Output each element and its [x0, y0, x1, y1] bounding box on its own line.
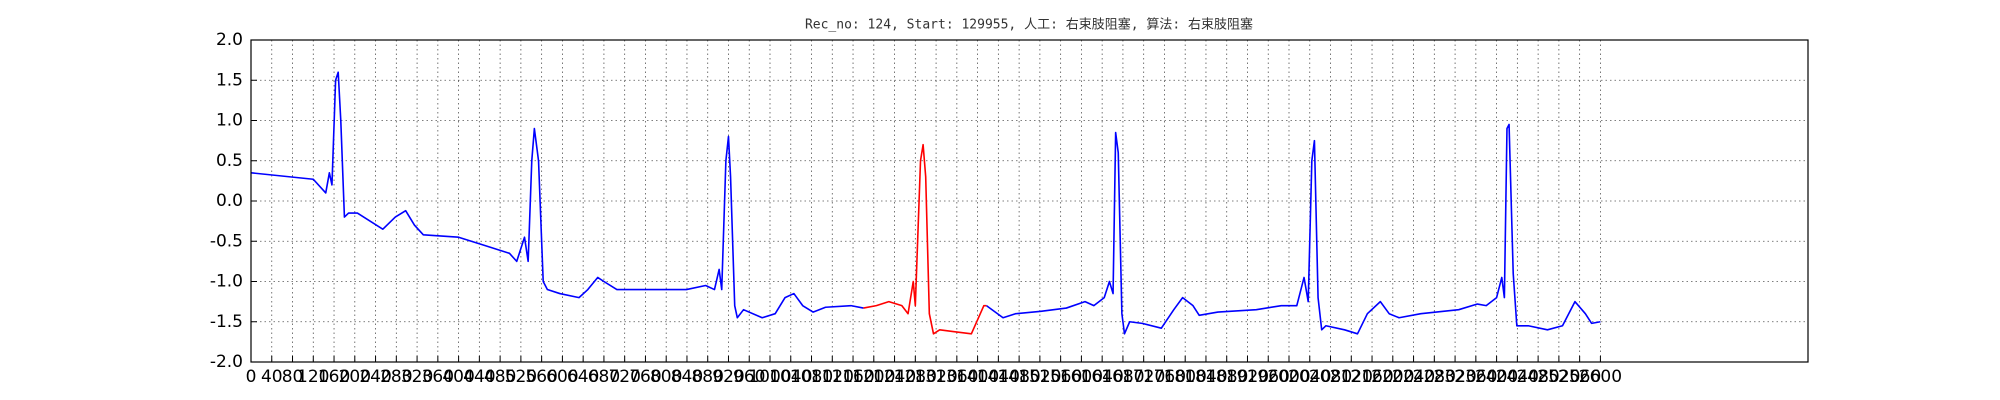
- y-tick-label: 0.5: [216, 151, 243, 171]
- x-tick-label: 2480: [1516, 367, 1559, 387]
- x-tick-label: 1200: [852, 367, 895, 387]
- x-tick-label: 1400: [956, 367, 999, 387]
- series-line: [250, 71, 864, 319]
- x-tick-label: 2400: [1475, 367, 1518, 387]
- x-tick-label: 1640: [1081, 367, 1124, 387]
- x-tick-label: 2520: [1537, 367, 1580, 387]
- x-tick-label: 120: [297, 367, 329, 387]
- y-tick-label: 1.0: [216, 111, 243, 131]
- x-tick-label: 440: [463, 367, 495, 387]
- x-tick-label: 2240: [1392, 367, 1435, 387]
- x-tick-label: 2320: [1433, 367, 1476, 387]
- x-tick-label: 2360: [1454, 367, 1497, 387]
- x-tick-label: 1960: [1247, 367, 1290, 387]
- x-tick-label: 2280: [1413, 367, 1456, 387]
- x-tick-label: 2600: [1579, 367, 1622, 387]
- x-tick-label: 1160: [831, 367, 874, 387]
- x-tick-label: 1280: [894, 367, 937, 387]
- x-tick-label: 2160: [1350, 367, 1393, 387]
- x-tick-label: 480: [484, 367, 516, 387]
- plot-frame: [250, 39, 1809, 363]
- x-tick-label: 1000: [748, 367, 791, 387]
- x-tick-label: 1560: [1039, 367, 1082, 387]
- x-tick-label: 880: [691, 367, 723, 387]
- y-tick-label: 0.0: [216, 191, 243, 211]
- x-tick-label: 600: [546, 367, 578, 387]
- x-tick-label: 760: [629, 367, 661, 387]
- y-tick-label: 2.0: [216, 30, 243, 50]
- x-tick-label: 2080: [1309, 367, 1352, 387]
- x-tick-label: 1040: [769, 367, 812, 387]
- x-tick-label: 1480: [997, 367, 1040, 387]
- y-tick-label: -2.0: [210, 352, 243, 372]
- x-tick-label: 1320: [914, 367, 957, 387]
- x-tick-label: 920: [712, 367, 744, 387]
- series-line: [863, 143, 987, 335]
- x-tick-label: 40: [261, 367, 283, 387]
- x-tick-label: 80: [282, 367, 304, 387]
- x-tick-label: 1080: [790, 367, 833, 387]
- x-tick-label: 1720: [1122, 367, 1165, 387]
- x-tick-label: 2440: [1496, 367, 1539, 387]
- x-tick-label: 2000: [1267, 367, 1310, 387]
- y-tick-label: -1.5: [210, 312, 243, 332]
- x-tick-label: 1920: [1226, 367, 1269, 387]
- x-tick-label: 1800: [1164, 367, 1207, 387]
- x-tick-label: 800: [650, 367, 682, 387]
- x-tick-label: 1840: [1184, 367, 1227, 387]
- chart-title: Rec_no: 124, Start: 129955, 人工: 右束肢阻塞, 算…: [805, 17, 1253, 33]
- x-tick-label: 680: [588, 367, 620, 387]
- y-tick-label: -0.5: [210, 231, 243, 251]
- x-tick-label: 840: [671, 367, 703, 387]
- y-tick-label: 1.5: [216, 70, 243, 90]
- plot-area: -2.0-1.5-1.0-0.50.00.51.01.52.00 40 801201…: [210, 30, 1808, 387]
- x-tick-label: 1240: [873, 367, 916, 387]
- series-line: [985, 123, 1601, 335]
- x-tick-label: 160: [318, 367, 350, 387]
- x-tick-label: 0: [246, 367, 257, 387]
- x-tick-label: 240: [359, 367, 391, 387]
- x-tick-label: 1120: [811, 367, 854, 387]
- x-tick-label: 1440: [977, 367, 1020, 387]
- x-tick-label: 400: [442, 367, 474, 387]
- x-tick-label: 2120: [1330, 367, 1373, 387]
- x-tick-label: 200: [339, 367, 371, 387]
- x-tick-label: 960: [733, 367, 765, 387]
- x-tick-label: 1880: [1205, 367, 1248, 387]
- x-tick-label: 1680: [1101, 367, 1144, 387]
- x-tick-label: 1600: [1060, 367, 1103, 387]
- x-tick-label: 520: [505, 367, 537, 387]
- x-tick-label: 2200: [1371, 367, 1414, 387]
- x-tick-label: 720: [608, 367, 640, 387]
- x-tick-label: 640: [567, 367, 599, 387]
- x-tick-label: 560: [525, 367, 557, 387]
- x-tick-label: 360: [422, 367, 454, 387]
- x-tick-label: 2040: [1288, 367, 1331, 387]
- x-tick-label: 2560: [1558, 367, 1601, 387]
- x-tick-label: 1360: [935, 367, 978, 387]
- x-tick-label: 1760: [1143, 367, 1186, 387]
- x-tick-label: 280: [380, 367, 412, 387]
- x-tick-label: 320: [401, 367, 433, 387]
- x-tick-label: 1520: [1018, 367, 1061, 387]
- y-tick-label: -1.0: [210, 272, 243, 292]
